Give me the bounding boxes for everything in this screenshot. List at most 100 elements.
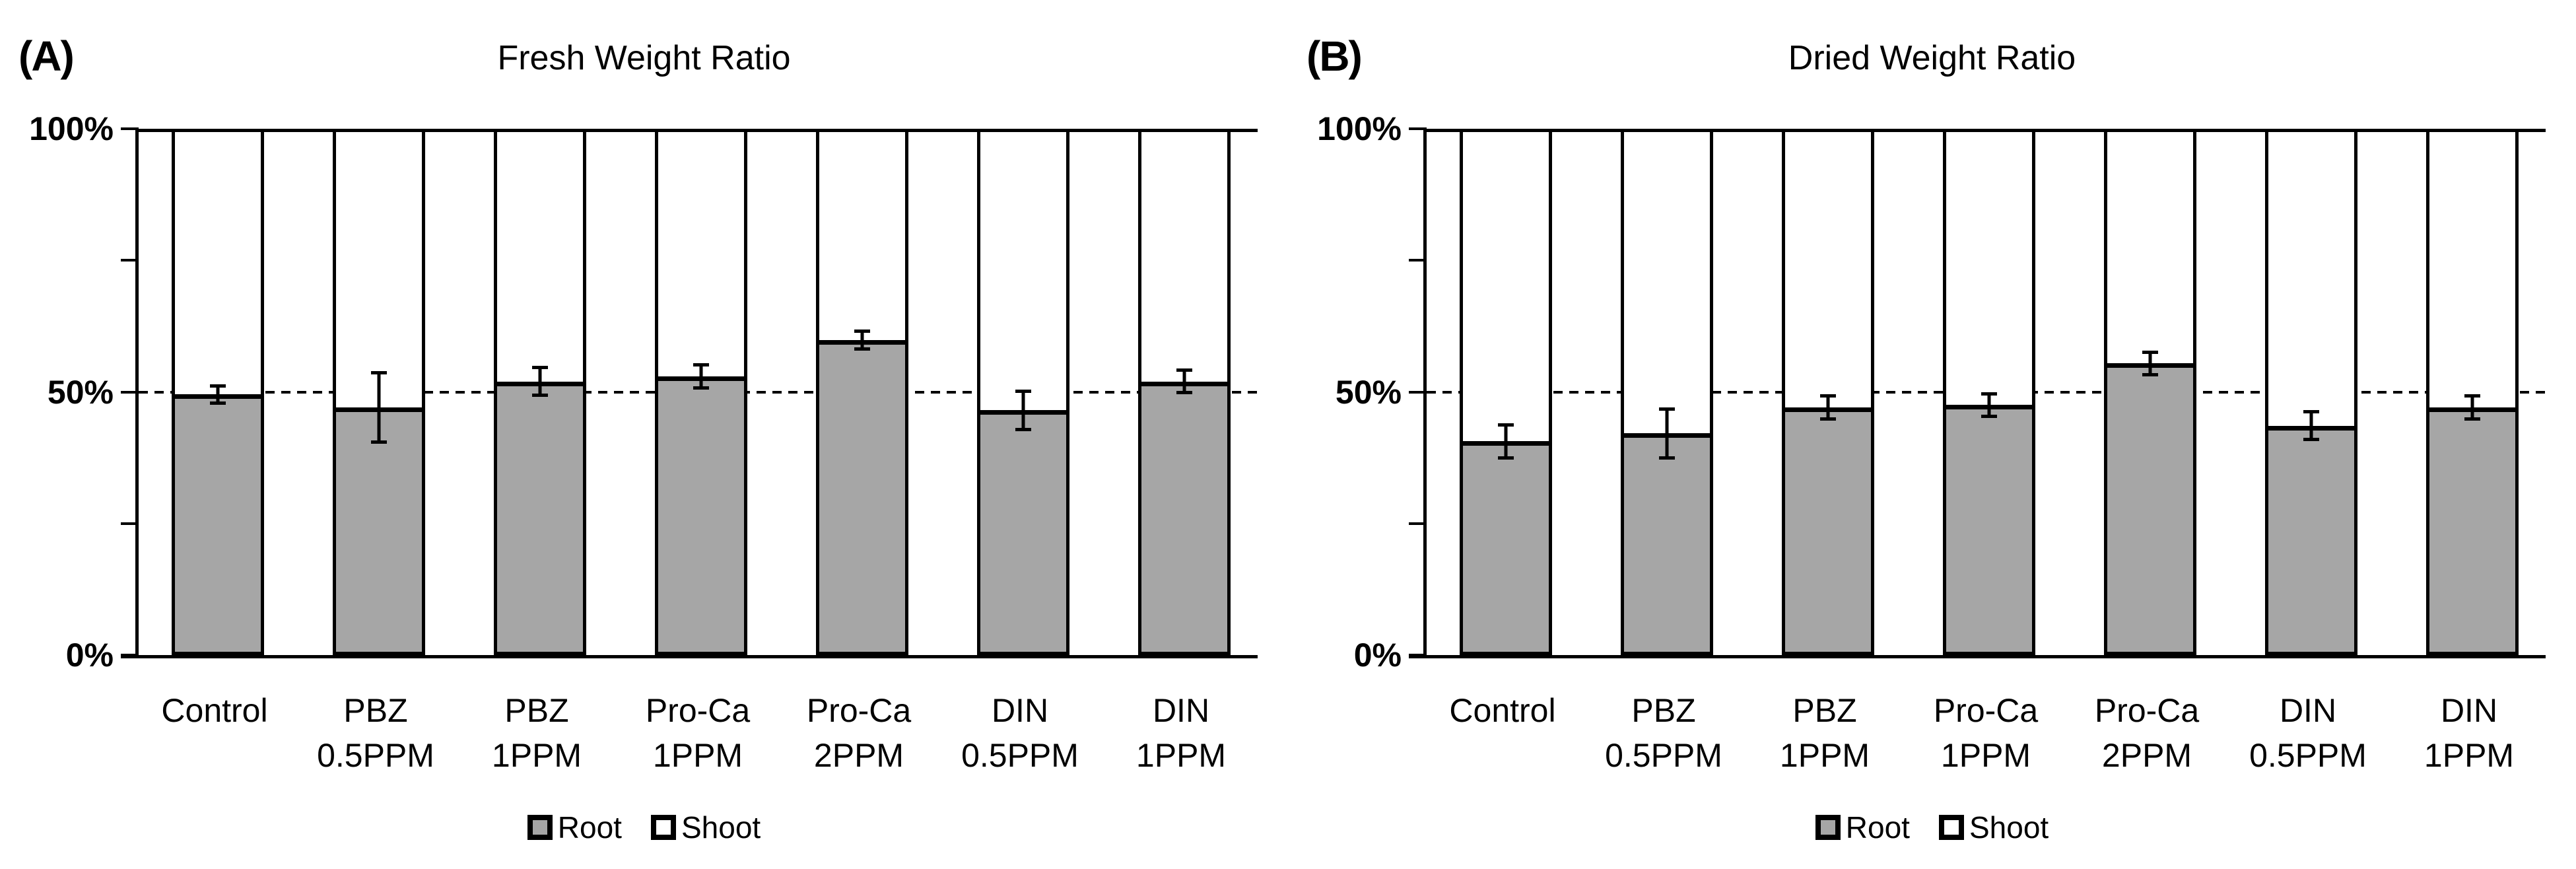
error-bar-control: [210, 384, 226, 405]
root-segment-pbz-1ppm: [497, 381, 583, 652]
x-label-pro-ca-1ppm: Pro-Ca 1PPM: [612, 688, 784, 778]
x-labels: Control PBZ 0.5PPM PBZ 1PPM Pro-Ca 1PPM Pro-Ca 2…: [135, 688, 1254, 794]
x-label-din-0-5ppm: DIN 0.5PPM: [2222, 688, 2394, 778]
x-label-line: 1PPM: [652, 737, 743, 774]
root-segment-din-0-5ppm: [980, 410, 1066, 652]
x-label-pro-ca-2ppm: Pro-Ca 2PPM: [2061, 688, 2233, 778]
root-segment-pro-ca-1ppm: [1946, 405, 2032, 652]
bar-pbz-0-5ppm: [1621, 129, 1713, 655]
bar-din-1ppm: [1138, 129, 1231, 655]
y-label-50: 50%: [1335, 373, 1402, 411]
bar-pro-ca-2ppm: [816, 129, 908, 655]
error-bar-pro-ca-1ppm: [1981, 392, 1997, 418]
bar-control: [1460, 129, 1552, 655]
x-label-line: 1PPM: [1940, 737, 2031, 774]
bar-pro-ca-1ppm: [655, 129, 747, 655]
bar-pbz-1ppm: [1782, 129, 1874, 655]
y-label-100: 100%: [1317, 110, 1402, 147]
root-segment-pro-ca-1ppm: [658, 376, 744, 652]
root-segment-control: [1463, 441, 1549, 652]
error-bar-pro-ca-2ppm: [854, 330, 870, 351]
bar-pro-ca-2ppm: [2104, 129, 2196, 655]
root-segment-pbz-1ppm: [1785, 407, 1871, 652]
error-bar-din-0-5ppm: [2303, 410, 2319, 442]
x-label-line: 0.5PPM: [961, 737, 1079, 774]
bar-control: [172, 129, 264, 655]
legend-label-shoot: Shoot: [681, 810, 761, 845]
x-label-line: PBZ: [1631, 692, 1696, 729]
y-tick-25: [1409, 259, 1427, 262]
error-bar-control: [1498, 423, 1514, 460]
x-label-din-0-5ppm: DIN 0.5PPM: [934, 688, 1106, 778]
x-label-pro-ca-1ppm: Pro-Ca 1PPM: [1900, 688, 2072, 778]
bar-pbz-0-5ppm: [333, 129, 425, 655]
legend-swatch-shoot: [650, 815, 676, 840]
legend-label-root: Root: [1845, 810, 1910, 845]
bar-din-0-5ppm: [2265, 129, 2357, 655]
chart-b-title: Dried Weight Ratio: [1788, 39, 2076, 77]
x-label-line: 0.5PPM: [2249, 737, 2367, 774]
x-label-line: 1PPM: [491, 737, 582, 774]
bar-pro-ca-1ppm: [1943, 129, 2035, 655]
y-tick-0: [121, 127, 139, 130]
x-label-line: Pro-Ca: [806, 692, 912, 729]
root-segment-pro-ca-2ppm: [2107, 363, 2193, 652]
error-bar-din-1ppm: [2464, 394, 2480, 421]
error-bar-pbz-1ppm: [532, 366, 548, 398]
legend-swatch-root: [527, 815, 553, 840]
x-label-line: Pro-Ca: [645, 692, 751, 729]
legend-swatch-root: [1815, 815, 1841, 840]
x-label-line: DIN: [2279, 692, 2337, 729]
y-axis-labels: 100% 50% 0%: [1288, 110, 1402, 674]
y-axis-labels: 100% 50% 0%: [0, 110, 114, 674]
x-labels: Control PBZ 0.5PPM PBZ 1PPM Pro-Ca 1PPM Pro-Ca 2…: [1423, 688, 2542, 794]
y-label-0: 0%: [1353, 637, 1402, 674]
y-tick-25: [121, 259, 139, 262]
legend-item-root: Root: [527, 810, 622, 845]
error-bar-pro-ca-2ppm: [2142, 350, 2158, 376]
x-label-din-1ppm: DIN 1PPM: [2383, 688, 2555, 778]
legend-item-root: Root: [1815, 810, 1910, 845]
panel-b: (B) Dried Weight Ratio 100% 50% 0% Contr…: [1288, 0, 2576, 869]
x-label-pbz-0-5ppm: PBZ 0.5PPM: [290, 688, 461, 778]
x-label-pbz-1ppm: PBZ 1PPM: [1739, 688, 1911, 778]
plot-area: [1409, 127, 2546, 658]
y-label-0: 0%: [65, 637, 114, 674]
root-segment-pbz-0-5ppm: [1624, 433, 1710, 652]
root-segment-control: [175, 394, 261, 652]
x-label-line: 2PPM: [2101, 737, 2192, 774]
panel-b-label: (B): [1306, 32, 1363, 80]
x-label-line: 2PPM: [813, 737, 904, 774]
x-label-line: DIN: [2440, 692, 2498, 729]
x-axis-line: [121, 655, 1258, 658]
root-segment-din-1ppm: [2429, 407, 2515, 652]
bar-pbz-1ppm: [494, 129, 586, 655]
x-label-pro-ca-2ppm: Pro-Ca 2PPM: [773, 688, 945, 778]
x-label-line: PBZ: [343, 692, 408, 729]
legend-label-shoot: Shoot: [1969, 810, 2049, 845]
y-label-50: 50%: [47, 373, 114, 411]
x-label-line: Pro-Ca: [1933, 692, 2039, 729]
y-tick-75: [121, 522, 139, 525]
y-tick-50: [1409, 390, 1427, 394]
y-label-100: 100%: [29, 110, 114, 147]
x-label-line: 1PPM: [2423, 737, 2515, 774]
error-bar-pbz-1ppm: [1820, 394, 1836, 421]
y-tick-50: [121, 390, 139, 394]
root-segment-pbz-0-5ppm: [336, 407, 422, 652]
root-segment-din-1ppm: [1141, 381, 1227, 652]
y-tick-0: [1409, 127, 1427, 130]
plot-area: [121, 127, 1258, 658]
x-label-line: 1PPM: [1779, 737, 1870, 774]
panel-a: (A) Fresh Weight Ratio 100% 50% 0% Contr…: [0, 32, 1288, 845]
x-label-line: 0.5PPM: [317, 737, 434, 774]
x-axis-line: [1409, 655, 2546, 658]
root-segment-pro-ca-2ppm: [819, 339, 905, 652]
legend: Root Shoot: [0, 810, 1288, 845]
x-label-control: Control: [129, 688, 300, 733]
x-label-line: Control: [1449, 692, 1556, 729]
x-label-line: Pro-Ca: [2094, 692, 2200, 729]
error-bar-din-1ppm: [1176, 368, 1192, 395]
x-label-pbz-0-5ppm: PBZ 0.5PPM: [1578, 688, 1749, 778]
